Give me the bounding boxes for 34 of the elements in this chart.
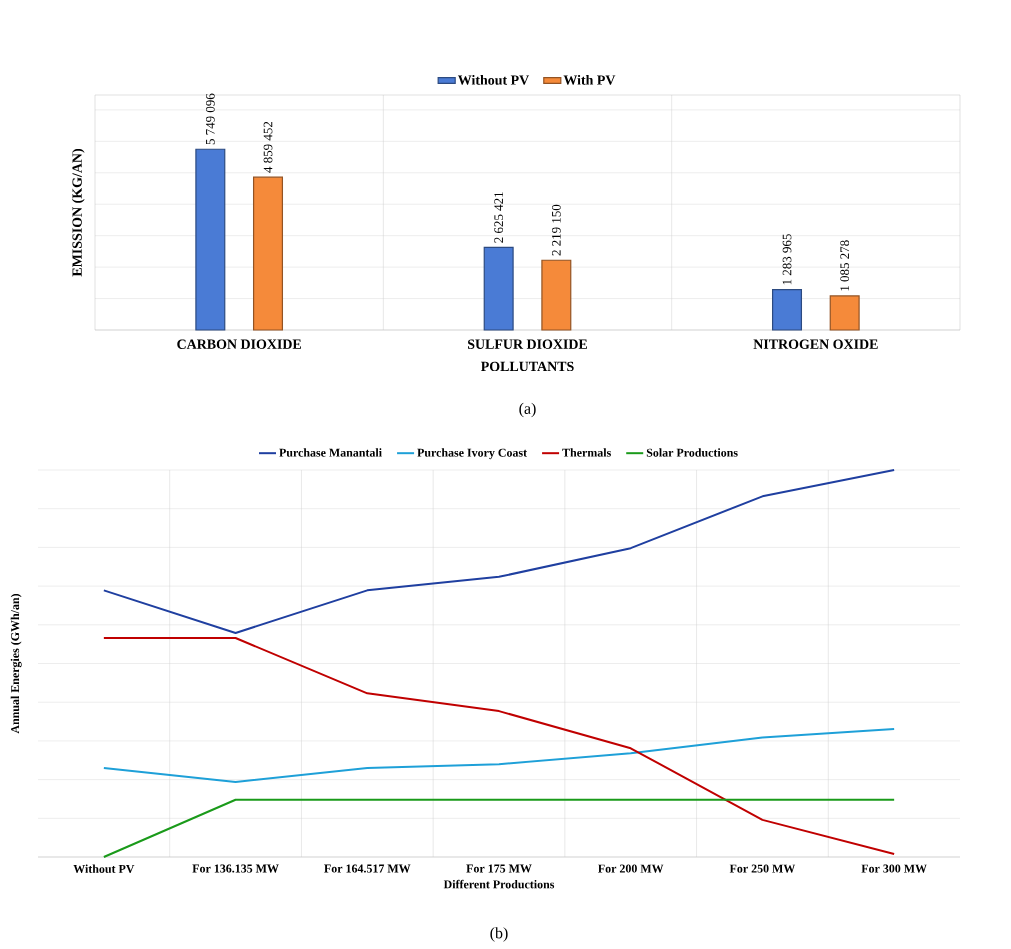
legend-label: With PV <box>563 74 616 85</box>
data-label: 1 085 278 <box>840 240 850 291</box>
x-tick-label: For 300 MW <box>861 864 927 873</box>
x-tick-label: For 175 MW <box>466 864 532 873</box>
bar <box>483 246 514 331</box>
x-tick-label: SULFUR DIOXIDE <box>468 339 588 349</box>
bar <box>771 289 803 331</box>
x-tick-label: NITROGEN OXIDE <box>753 339 878 349</box>
data-label: 5 749 096 <box>205 93 215 145</box>
x-tick-label: For 250 MW <box>729 864 796 873</box>
x-axis-title: POLLUTANTS <box>480 361 574 372</box>
x-tick-label: For 200 MW <box>598 864 664 873</box>
legend-label: Purchase Manantali <box>279 448 382 457</box>
legend-label: Solar Productions <box>646 448 738 457</box>
text: (b) <box>490 927 508 942</box>
x-tick-label: For 164.517 MW <box>324 864 411 873</box>
legend-label: Purchase Ivory Coast <box>417 448 528 460</box>
bar <box>195 148 226 331</box>
bar <box>541 259 572 331</box>
bar <box>252 176 284 331</box>
x-tick-label: For 136.135 MW <box>192 864 279 873</box>
x-tick-label: CARBON DIOXIDE <box>177 339 302 349</box>
text: (a) <box>519 402 536 418</box>
data-label: 1 283 965 <box>782 234 792 285</box>
data-label: 2 625 421 <box>494 192 504 243</box>
legend-label: Without PV <box>457 74 530 85</box>
y-axis-title: EMISSION (KG/AN) <box>71 149 85 277</box>
y-axis-title: Annual Energies (GWh/an) <box>10 593 22 734</box>
data-label: 2 219 150 <box>551 204 561 256</box>
bar <box>829 295 860 331</box>
x-axis-title: Different Productions <box>443 879 555 889</box>
x-tick-label: Without PV <box>73 864 135 874</box>
legend-label: Thermals <box>562 448 611 457</box>
data-label: 4 859 452 <box>263 121 273 173</box>
